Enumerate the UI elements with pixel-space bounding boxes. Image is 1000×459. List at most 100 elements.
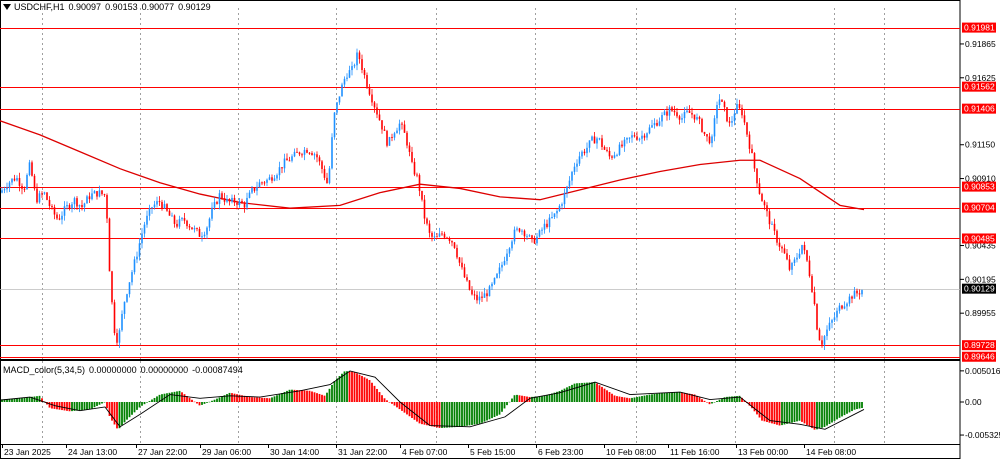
symbol-label: USDCHF,H1	[14, 2, 65, 12]
macd-histogram-bar	[308, 390, 311, 402]
macd-histogram-bar	[461, 402, 463, 427]
macd-histogram-bar	[416, 402, 418, 422]
candle-body	[753, 153, 756, 169]
macd-histogram-bar	[16, 398, 18, 402]
candle-body	[651, 125, 653, 128]
macd-histogram-bar	[636, 396, 638, 402]
macd-histogram-bar	[51, 402, 53, 409]
candle-body	[201, 236, 203, 238]
candle-body	[493, 277, 496, 284]
macd-histogram-bar	[498, 402, 501, 415]
candle-body	[761, 193, 763, 202]
macd-histogram-bar	[428, 402, 431, 426]
candle-body	[701, 118, 703, 132]
macd-histogram-bar	[836, 402, 838, 420]
macd-histogram-bar	[538, 396, 541, 402]
macd-histogram-bar	[263, 397, 266, 402]
macd-histogram-bar	[178, 390, 181, 402]
macd-histogram-bar	[731, 396, 733, 402]
candle-body	[856, 290, 858, 294]
candle-body	[438, 233, 441, 237]
candle-body	[418, 175, 421, 191]
level-price-label: 0.90485	[964, 233, 995, 243]
candle-body	[356, 52, 358, 66]
macd-histogram-bar	[826, 402, 828, 426]
candle-body	[626, 137, 628, 140]
macd-histogram-bar	[298, 390, 301, 402]
candle-body	[598, 138, 601, 140]
macd-histogram-bar	[531, 396, 533, 402]
candle-body	[348, 70, 351, 78]
price-tick-label: 0.90435	[965, 241, 996, 251]
macd-histogram-bar	[181, 392, 183, 402]
candle-body	[558, 205, 561, 212]
macd-histogram-bar	[191, 399, 193, 402]
macd-histogram-bar	[691, 394, 693, 402]
candle-body	[26, 174, 28, 190]
candle-body	[553, 213, 556, 218]
macd-histogram-bar	[841, 402, 843, 417]
candle-body	[196, 228, 198, 230]
candle-body	[371, 94, 373, 103]
macd-histogram-bar	[583, 382, 586, 402]
candle-body	[108, 218, 111, 272]
macd-histogram-bar	[243, 395, 246, 402]
macd-histogram-bar	[8, 398, 11, 402]
macd-histogram-bar	[188, 397, 191, 402]
candle-body	[218, 193, 221, 204]
time-tick-label: 13 Feb 00:00	[738, 447, 788, 457]
macd-histogram-bar	[503, 402, 506, 409]
macd-histogram-bar	[643, 395, 646, 402]
macd-signal-line	[0, 370, 865, 430]
candle-body	[798, 253, 801, 258]
candle-body	[758, 183, 761, 194]
candle-body	[488, 286, 491, 297]
candle-body	[266, 179, 268, 183]
macd-histogram-bar	[818, 402, 821, 429]
candle-body	[828, 322, 831, 330]
macd-histogram-bar	[176, 391, 178, 402]
macd-histogram-bar	[41, 398, 43, 402]
candle-body	[646, 133, 648, 138]
macd-histogram-bar	[778, 402, 781, 426]
candle-body	[783, 248, 786, 254]
macd-histogram-bar	[453, 402, 456, 428]
candle-body	[368, 86, 371, 95]
macd-histogram-bar	[508, 401, 511, 403]
macd-histogram-bar	[783, 402, 786, 425]
candle-body	[421, 190, 423, 200]
macd-histogram-bar	[186, 396, 188, 402]
macd-histogram-bar	[116, 402, 118, 429]
candle-body	[848, 296, 851, 304]
level-price-label: 0.91981	[964, 23, 995, 33]
candle-body	[401, 123, 403, 125]
candle-body	[788, 259, 791, 270]
candle-body	[78, 205, 81, 207]
macd-histogram-bar	[768, 402, 771, 423]
macd-histogram-bar	[466, 402, 468, 426]
macd-histogram-bar	[813, 402, 816, 430]
macd-histogram-bar	[138, 402, 141, 408]
macd-histogram-bar	[418, 402, 421, 424]
candle-body	[176, 223, 178, 227]
macd-histogram-bar	[528, 396, 531, 402]
macd-histogram-bar	[276, 395, 278, 402]
macd-histogram-bar	[463, 402, 466, 427]
macd-histogram-bar	[13, 398, 16, 402]
candle-body	[796, 257, 798, 260]
candle-body	[616, 154, 618, 156]
macd-histogram-bar	[411, 402, 413, 419]
macd-histogram-bar	[721, 398, 723, 402]
candle-body	[28, 162, 31, 175]
macd-histogram-bar	[511, 398, 513, 402]
candle-body	[126, 294, 128, 302]
macd-histogram-bar	[471, 402, 473, 425]
candle-body	[433, 236, 436, 238]
macd-histogram-bar	[153, 397, 156, 402]
candle-body	[821, 340, 823, 345]
candle-body	[226, 199, 228, 202]
candle-body	[656, 122, 658, 126]
candle-body	[811, 276, 813, 293]
dropdown-triangle-icon[interactable]	[3, 4, 11, 10]
